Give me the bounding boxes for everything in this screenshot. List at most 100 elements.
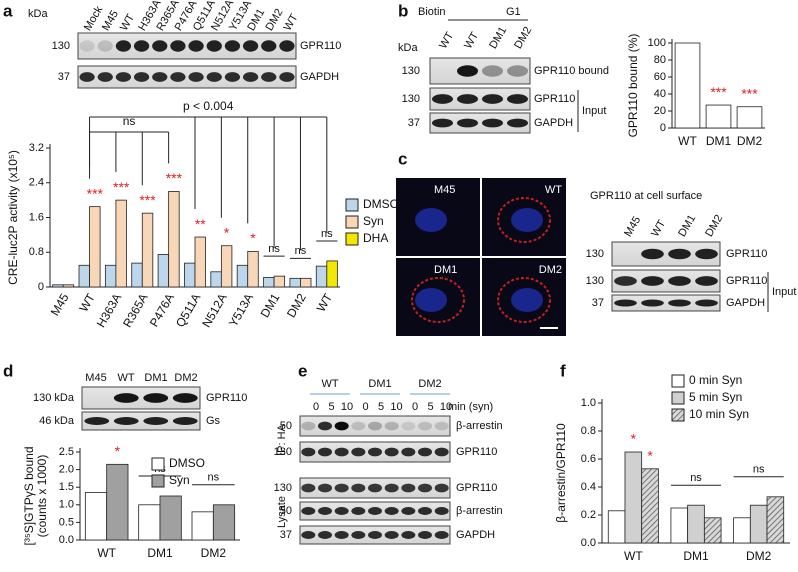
blot-band [84,393,109,403]
kda-label: 50 [280,420,292,432]
lane-label: M45 [85,372,106,384]
blot [77,65,297,89]
y-tick-label: 1.5 [59,481,74,493]
bar [157,254,170,288]
legend-swatch [345,232,359,246]
blot-band [432,118,453,128]
legend-swatch [345,198,359,212]
bracket-label: p < 0.004 [183,99,234,113]
blot-band [143,417,169,425]
bar [191,511,214,541]
group-annotation: ns [753,464,765,476]
blot-band [188,72,204,82]
blot-band [668,276,691,286]
y-tick-label: 0 [660,122,666,134]
y-tick-label: 80 [654,54,666,66]
lane-label: DM2 [703,213,725,239]
blot-band [368,421,382,431]
significance: *** [710,84,727,100]
panel-letter: f [560,361,566,380]
time-label: 0 [313,401,319,413]
lane-label: M45 [622,214,643,239]
blot-band [242,72,259,82]
input-label: Input [772,286,796,298]
blot-label: GPR110 [206,392,247,404]
bar [624,451,643,544]
blot-band [434,447,449,457]
blot-band [261,40,277,52]
lane-label: DM1 [487,25,509,51]
bar [210,271,222,288]
group-annotation: ns [268,243,280,255]
blot-label: GPR110 [456,482,497,494]
blot-band [113,393,139,403]
blot-label: Gs [206,415,221,427]
image-label: DM2 [539,264,562,276]
legend-swatch [345,215,359,229]
x-tick-label: R365A [120,291,150,330]
blot-band [351,421,366,431]
significance: ** [195,216,206,232]
blot [429,57,531,85]
blot-band [170,40,186,52]
blot-band [401,483,416,493]
y-tick-label: 60 [654,71,666,83]
bar [220,245,233,288]
blot-band [384,483,399,493]
blot-band [188,40,204,52]
group-annotation: ns [208,472,220,484]
kda-label: 130 kDa [33,392,75,404]
kda-label: 37 [58,71,70,83]
lane-label: DM1 [676,213,698,239]
y-tick-label: 0.8 [29,246,44,258]
lane-label: WT [649,218,668,239]
blot-band [457,65,478,77]
bar [115,199,127,288]
x-tick-label: Q511A [173,291,203,330]
blot-band [318,421,332,431]
lane-label: WT [282,12,301,33]
y-tick-label: 0.6 [581,453,596,465]
bar [78,264,90,288]
x-tick-label: N512A [199,291,229,330]
nucleus [415,208,447,232]
lane-label: DM1 [144,372,167,384]
bar [607,510,626,544]
blot-band [418,507,432,515]
bar [184,262,196,288]
bar [687,504,705,544]
significance: * [647,448,653,464]
panel-letter: a [3,1,13,20]
blot-band [368,531,382,539]
x-tick-label: M45 [48,291,72,318]
blot-band [97,72,113,82]
blot-band [84,417,110,425]
blot-band [301,483,316,493]
y-tick-label: 0.4 [581,481,596,493]
lane-label: DM2 [174,372,197,384]
significance: *** [87,185,104,201]
lane-label: DM2 [512,25,534,51]
blot-label: GPR110 [300,40,341,52]
blot-band [79,40,95,52]
blot-band [418,447,432,457]
y-tick-label: 100 [648,37,666,49]
image-label: DM1 [434,264,457,276]
blot-label: GPR110 bound [534,65,609,77]
y-tick-label: 0 [38,281,44,293]
kda-label: 37 [592,297,604,309]
blot-label: GPR110 [456,446,497,458]
blot-band [115,72,132,82]
y-tick-label: 1.0 [581,397,596,409]
x-tick-label: WT [624,549,643,563]
legend-label: 5 min Syn [689,390,742,404]
group-annotation: ns [321,228,333,240]
blot-band [434,421,449,431]
blot-band [384,507,399,515]
bar [736,106,763,129]
lane-label: WT [117,372,134,384]
blot-band [97,40,113,52]
blot-band [507,65,528,77]
kda-label: 130 [586,248,604,260]
